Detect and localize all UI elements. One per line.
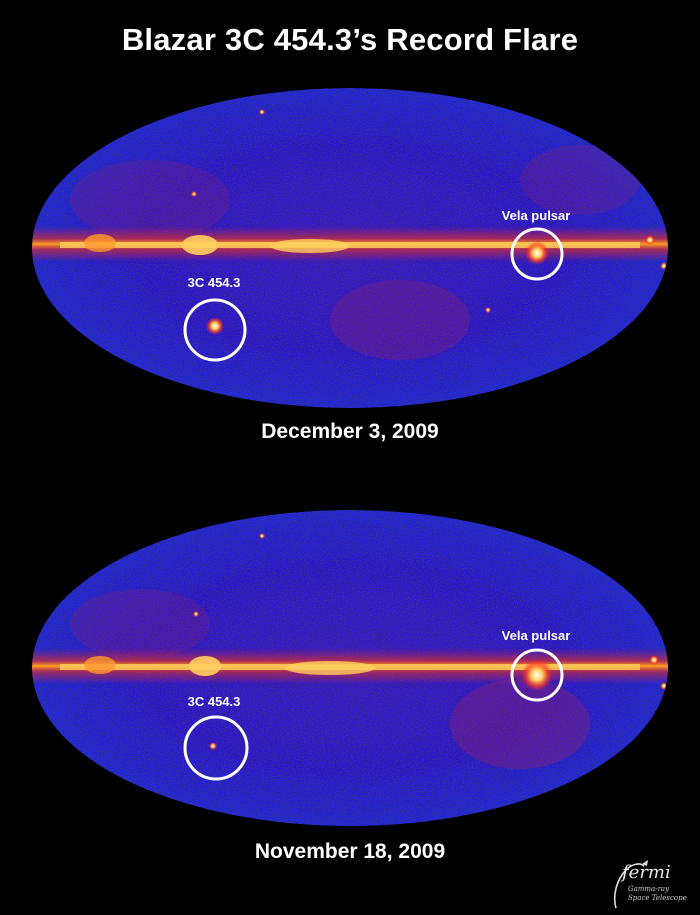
page-title: Blazar 3C 454.3’s Record Flare	[121, 22, 579, 57]
vela-pulsar-label: Vela pulsar	[502, 208, 571, 223]
sky-ellipse	[32, 510, 668, 826]
logo-subtitle: Gamma-ray Space Telescope	[628, 885, 687, 903]
sky-map-november: Vela pulsar 3C 454.3	[32, 510, 668, 826]
logo-wordmark: fermi	[622, 862, 671, 883]
blazar-label: 3C 454.3	[188, 694, 241, 709]
blazar-label: 3C 454.3	[188, 275, 241, 290]
date-label-november: November 18, 2009	[254, 840, 446, 863]
blazar-marker	[183, 715, 249, 781]
vela-pulsar-marker	[510, 227, 564, 281]
fermi-logo: fermi Gamma-ray Space Telescope	[604, 858, 694, 912]
blazar-marker	[183, 298, 247, 362]
sky-map-december: Vela pulsar 3C 454.3	[32, 88, 668, 408]
date-label-december: December 3, 2009	[261, 420, 439, 443]
sky-ellipse	[32, 88, 668, 408]
logo-line-1: Gamma-ray	[628, 885, 670, 893]
logo-line-2: Space Telescope	[628, 894, 687, 902]
vela-pulsar-marker	[510, 648, 564, 702]
vela-pulsar-label: Vela pulsar	[502, 628, 571, 643]
fermi-swoosh-icon	[613, 860, 648, 909]
